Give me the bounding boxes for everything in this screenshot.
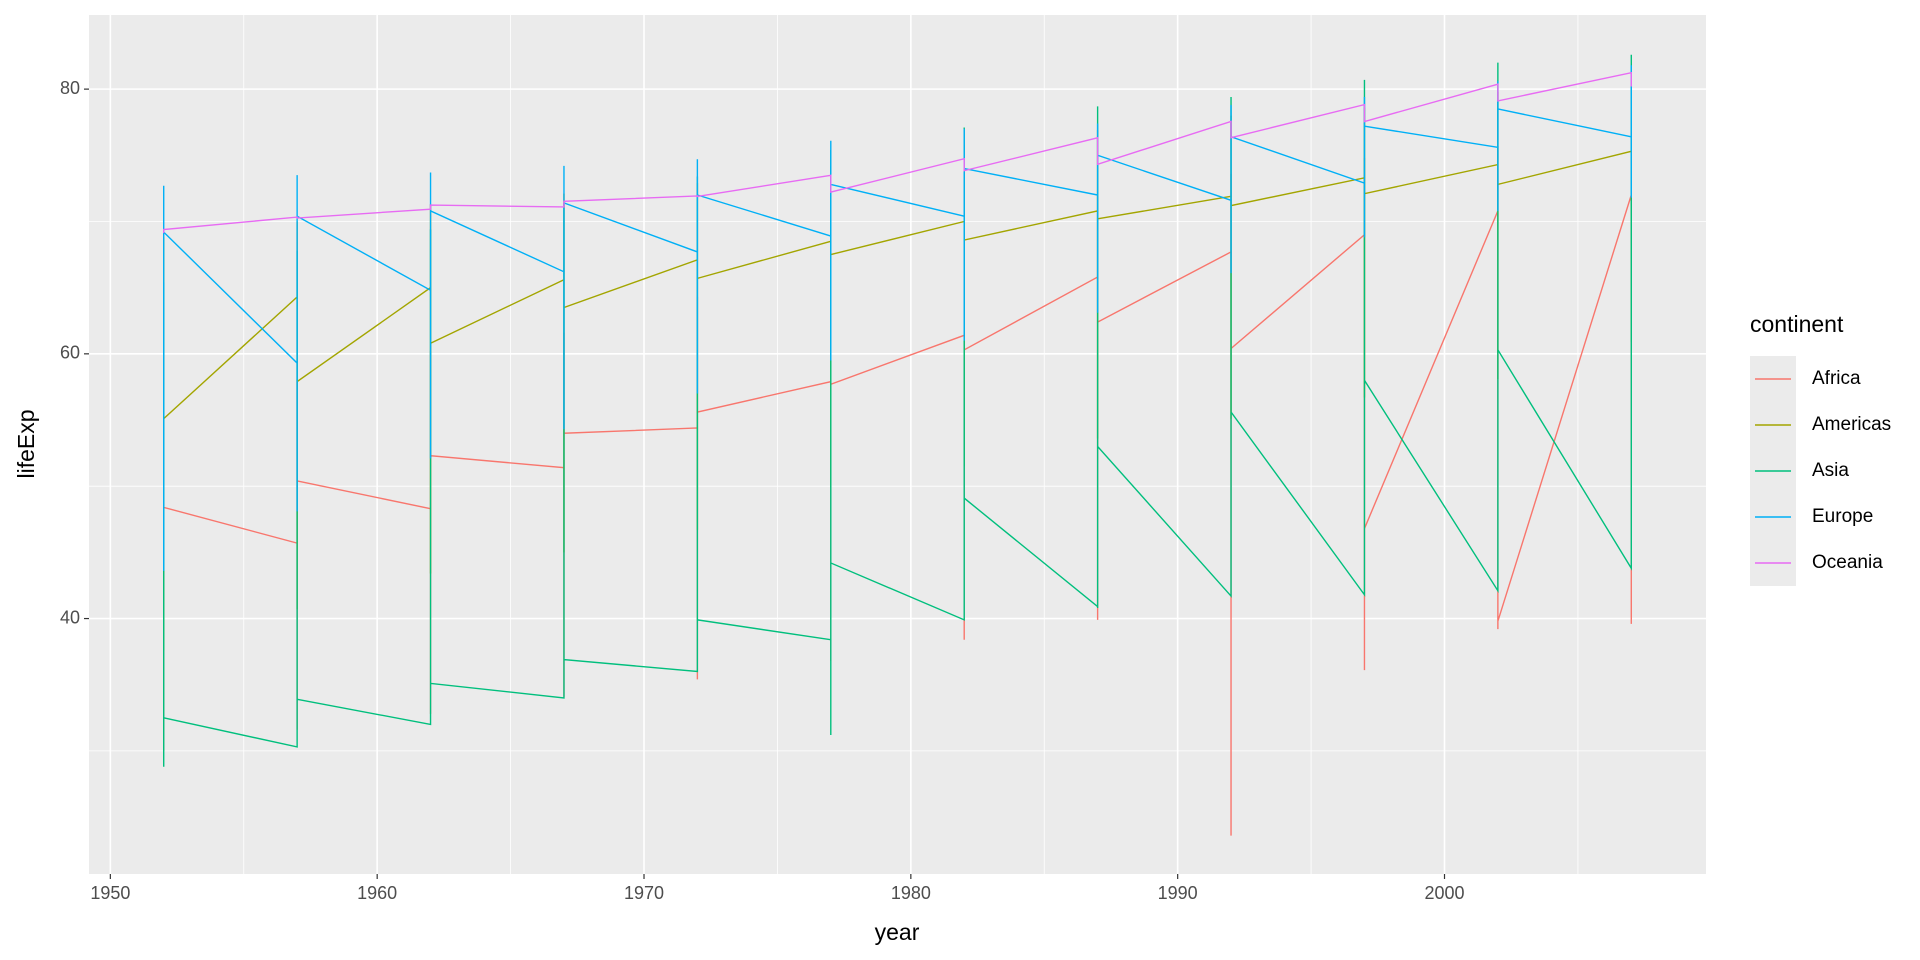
legend-label: Europe: [1812, 506, 1873, 527]
panel: [89, 15, 1706, 874]
y-axis-title: lifeExp: [13, 409, 39, 478]
series-line: [163, 71, 1632, 234]
y-tick-label: 40: [60, 607, 80, 627]
series-line: [163, 79, 1632, 651]
x-tick-label: 1970: [624, 883, 664, 903]
x-tick-label: 1990: [1158, 883, 1198, 903]
series-line: [163, 54, 1632, 767]
x-tick-label: 1980: [891, 883, 931, 903]
series-line: [163, 136, 1632, 836]
legend-label: Asia: [1812, 460, 1849, 481]
x-tick-label: 1950: [90, 883, 130, 903]
legend-label: Americas: [1812, 414, 1891, 435]
legend-title: continent: [1750, 311, 1844, 337]
x-tick-label: 1960: [357, 883, 397, 903]
y-tick-label: 80: [60, 78, 80, 98]
series-line: [163, 65, 1632, 571]
legend-label: Africa: [1812, 368, 1861, 389]
legend-label: Oceania: [1812, 552, 1883, 573]
x-axis-title: year: [875, 919, 920, 945]
x-tick-label: 2000: [1424, 883, 1464, 903]
y-tick-label: 60: [60, 343, 80, 363]
